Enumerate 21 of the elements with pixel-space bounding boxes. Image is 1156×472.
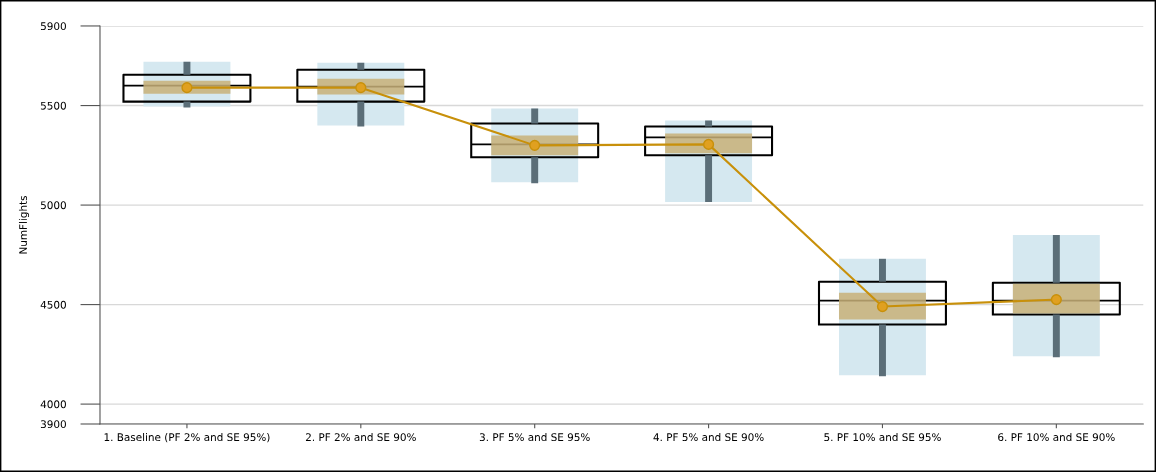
point <box>529 139 541 151</box>
point <box>355 82 367 94</box>
y-axis-title: NumFlights <box>18 195 30 254</box>
point <box>703 138 715 150</box>
y-tick-label: 4000 <box>40 400 66 409</box>
x-tick-label: 2. PF 2% and SE 90% <box>305 433 416 442</box>
bar <box>1012 283 1100 314</box>
y-tick-label: 4500 <box>40 300 66 309</box>
point <box>1050 294 1062 306</box>
x-tick-label: 6. PF 10% and SE 90% <box>998 433 1115 442</box>
x-tick-label: 3. PF 5% and SE 95% <box>479 433 590 442</box>
point <box>876 301 889 313</box>
x-tick-label: 5. PF 10% and SE 95% <box>824 433 941 442</box>
y-tick-label: 3900 <box>40 420 66 429</box>
point <box>181 82 193 94</box>
y-tick-label: 5000 <box>40 201 66 210</box>
x-tick-label: 1. Baseline (PF 2% and SE 95%) <box>104 433 270 443</box>
bar <box>838 292 926 320</box>
x-tick-label: 4. PF 5% and SE 90% <box>653 433 764 442</box>
y-tick-label: 5500 <box>40 101 66 110</box>
y-tick-label: 5900 <box>40 22 66 31</box>
